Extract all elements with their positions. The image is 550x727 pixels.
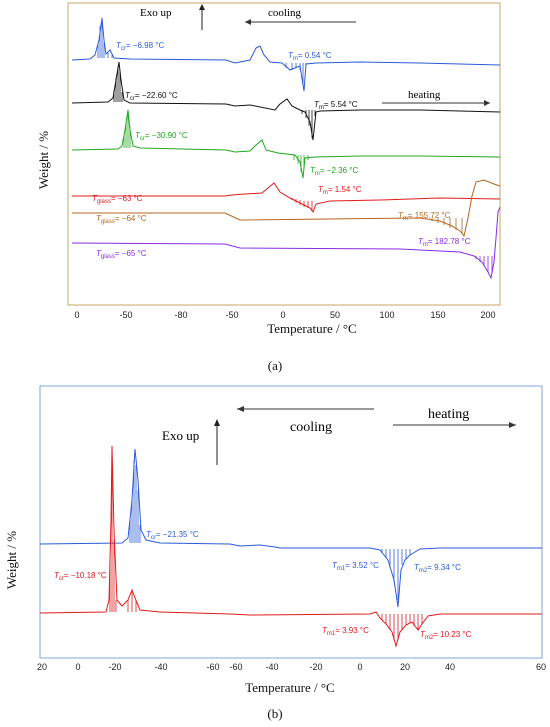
series-hatch [475, 256, 493, 274]
series-label: Tm1= 3.52 °C [332, 561, 379, 572]
panel-a-x-tick-label: -50 [119, 310, 132, 320]
series-hatch [123, 114, 309, 172]
panel-b-x-tick-label: -20 [309, 662, 322, 672]
series-line [72, 179, 501, 238]
series-label: Tm= 5.54 °C [314, 100, 358, 111]
series-line [72, 182, 501, 214]
series-line [39, 445, 542, 648]
panel-a-x-tick-label: -50 [225, 310, 238, 320]
series-label: Tglass= −64 °C [96, 214, 147, 225]
panel-b-x-tick-label: -20 [108, 662, 121, 672]
panel-a-frame [67, 2, 501, 306]
panel-b-x-tick-label: 60 [536, 662, 546, 672]
panel-b-x-tick-label: 20 [37, 662, 47, 672]
panel-a-cooling-label: cooling [268, 7, 301, 19]
series-label: Tm= 155.72 °C [398, 211, 451, 222]
panel-b-x-ticks: 20 0 -20 -40 -60 -60 -40 -20 0 20 40 60 [37, 662, 546, 672]
panel-b-exo-up-arrow [214, 419, 220, 465]
panel-b-heating-label: heating [428, 407, 469, 422]
panel-a-x-ticks: 0 -50 -80 -50 0 50 100 150 200 [74, 310, 495, 320]
series-line [71, 206, 501, 280]
panel-b-x-tick-label: 0 [75, 662, 80, 672]
panel-b-x-tick-label: 0 [357, 662, 362, 672]
series-hatch [291, 198, 313, 211]
panel-a-x-tick-label: 150 [430, 310, 445, 320]
panel-b-label: (b) [267, 706, 282, 721]
panel-a-x-tick-label: 100 [379, 310, 394, 320]
panel-a-x-tick-label: -80 [174, 310, 187, 320]
series-hatch [129, 460, 411, 600]
series-label: Tm2= 10.23 °C [420, 630, 472, 641]
series-label: Tm= 1.54 °C [318, 185, 362, 196]
panel-b-cooling-arrow [237, 406, 374, 412]
panel-a-label: (a) [268, 358, 282, 373]
series-line [71, 17, 501, 92]
series-line [39, 448, 542, 608]
panel-b-frame [39, 385, 543, 659]
panel-b-cooling-label: cooling [290, 420, 332, 435]
series-label: Tglass= −63 °C [92, 194, 143, 205]
panel-b-exo-up-label: Exo up [162, 428, 199, 443]
panel-a-x-tick-label: 50 [330, 310, 340, 320]
panel-b-x-tick-label: 20 [400, 662, 410, 672]
panel-a-exo-up-label: Exo up [140, 7, 172, 19]
series-green-a: Tcr= −30.90 °C Tm= −2.36 °C [71, 109, 501, 179]
panel-b-x-tick-label: -60 [229, 662, 242, 672]
series-label: Tcr= −21.35 °C [146, 530, 199, 541]
series-hatch [109, 450, 423, 640]
panel-a-heating-arrow [382, 100, 490, 106]
panel-b-x-tick-label: -40 [154, 662, 167, 672]
series-blue-a: Tcr= −6.98 °C Tm= 0.54 °C [71, 17, 501, 92]
series-hatch [431, 218, 463, 234]
series-purple-a: Tglass= −65 °C Tm= 182.78 °C [71, 206, 501, 280]
series-label: Tm= −2.36 °C [310, 166, 358, 177]
panel-b-heating-arrow [393, 422, 516, 428]
series-red-a: Tglass= −63 °C Tm= 1.54 °C [72, 182, 501, 214]
series-label: Tcr= −30.90 °C [135, 131, 188, 142]
panel-a-x-tick-label: 0 [280, 310, 285, 320]
panel-b-x-tick-label: 40 [445, 662, 455, 672]
panel-b: Weight / % 20 0 -20 -40 -60 -60 -40 -20 0 20 40 60 … [4, 385, 546, 721]
panel-a-x-tick-label: 0 [74, 310, 79, 320]
series-label: Tm1= 3.93 °C [322, 626, 369, 637]
panel-a-cooling-arrow [245, 19, 356, 25]
series-brown-a: Tglass= −64 °C Tm= 155.72 °C [72, 179, 501, 238]
series-label: Tm= 0.54 °C [288, 51, 332, 62]
panel-b-x-tick-label: -60 [206, 662, 219, 672]
panel-a-xlabel: Temperature / °C [267, 321, 356, 336]
series-black-a: Tcr= −22.60 °C Tm= 5.54 °C [71, 61, 501, 141]
panel-a-ylabel: Weight / % [36, 131, 51, 189]
panel-a-heating-label: heating [408, 89, 441, 101]
series-label: Tglass= −65 °C [96, 249, 147, 260]
panel-b-xlabel: Temperature / °C [245, 680, 334, 695]
series-label: Tm= 182.78 °C [418, 237, 471, 248]
panel-b-x-tick-label: -40 [265, 662, 278, 672]
panel-b-ylabel: Weight / % [4, 531, 19, 589]
series-line [71, 61, 501, 141]
series-hatch [97, 20, 307, 85]
series-label: Tcr= −10.18 °C [54, 571, 107, 582]
panel-a-exo-up-arrow [199, 4, 205, 30]
series-line [71, 109, 501, 179]
panel-a: Weight / % 0 -50 -80 -50 0 50 100 150 200 Temper… [36, 2, 501, 373]
panel-a-x-tick-label: 200 [480, 310, 495, 320]
series-label: Tcr= −6.98 °C [116, 41, 164, 52]
series-label: Tcr= −22.60 °C [125, 91, 178, 102]
series-red-b: Tcr= −10.18 °C Tm1= 3.93 °C Tm2= 10.23 °… [39, 445, 542, 648]
series-blue-b: Tcr= −21.35 °C Tm1= 3.52 °C Tm2= 9.34 °C [39, 448, 542, 608]
series-label: Tm2= 9.34 °C [414, 563, 461, 574]
series-hatch [113, 66, 316, 138]
